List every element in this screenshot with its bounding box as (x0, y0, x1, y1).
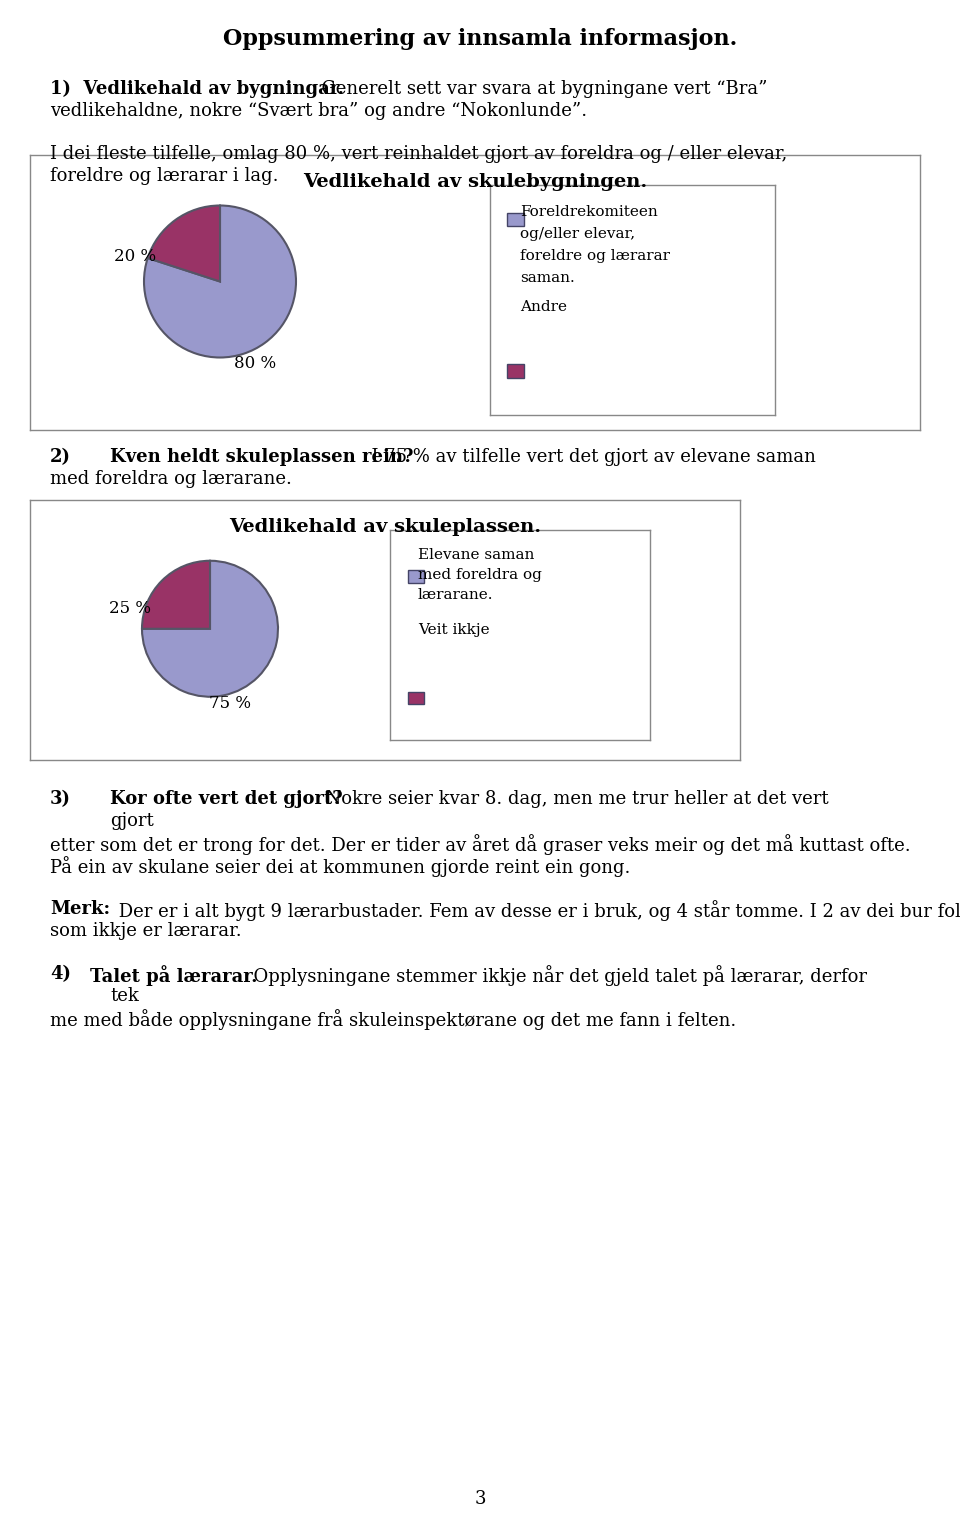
Text: vedlikehaldne, nokre “Svært bra” og andre “Nokonlunde”.: vedlikehaldne, nokre “Svært bra” og andr… (50, 102, 588, 120)
Text: Veit ikkje: Veit ikkje (418, 623, 490, 636)
Text: 1)  Vedlikehald av bygningar.: 1) Vedlikehald av bygningar. (50, 81, 344, 99)
Text: 2): 2) (50, 448, 71, 466)
Text: foreldre og lærarar: foreldre og lærarar (520, 249, 670, 263)
Text: I 75 % av tilfelle vert det gjort av elevane saman: I 75 % av tilfelle vert det gjort av ele… (360, 448, 816, 466)
Text: Kven heldt skuleplassen rein?: Kven heldt skuleplassen rein? (110, 448, 414, 466)
Bar (507, 213, 524, 226)
Bar (507, 365, 524, 378)
Text: lærarane.: lærarane. (418, 588, 493, 602)
Bar (408, 691, 423, 705)
Text: I dei fleste tilfelle, omlag 80 %, vert reinhaldet gjort av foreldra og / eller : I dei fleste tilfelle, omlag 80 %, vert … (50, 144, 787, 163)
Text: Elevane saman: Elevane saman (418, 548, 535, 562)
Text: med foreldra og: med foreldra og (418, 568, 541, 582)
Text: 75 %: 75 % (209, 696, 251, 712)
Text: Kor ofte vert det gjort?: Kor ofte vert det gjort? (110, 790, 343, 808)
Text: gjort: gjort (110, 813, 154, 829)
Text: og/eller elevar,: og/eller elevar, (520, 226, 636, 242)
Text: På ein av skulane seier dei at kommunen gjorde reint ein gong.: På ein av skulane seier dei at kommunen … (50, 857, 631, 876)
Text: me med både opplysningane frå skuleinspektørane og det me fann i felten.: me med både opplysningane frå skuleinspe… (50, 1009, 736, 1030)
Text: 3): 3) (50, 790, 71, 808)
Bar (408, 570, 423, 582)
Text: Vedlikehald av skulebygningen.: Vedlikehald av skulebygningen. (302, 173, 647, 191)
Text: 25 %: 25 % (109, 600, 151, 617)
Text: med foreldra og lærarane.: med foreldra og lærarane. (50, 469, 292, 488)
Text: Der er i alt bygt 9 lærarbustader. Fem av desse er i bruk, og 4 står tomme. I 2 : Der er i alt bygt 9 lærarbustader. Fem a… (113, 899, 960, 921)
Wedge shape (142, 561, 210, 629)
Wedge shape (148, 205, 220, 281)
Text: Talet på lærarar.: Talet på lærarar. (90, 965, 257, 986)
Text: 20 %: 20 % (114, 248, 156, 264)
Text: Opplysningane stemmer ikkje når det gjeld talet på lærarar, derfor: Opplysningane stemmer ikkje når det gjel… (242, 965, 867, 986)
Text: saman.: saman. (520, 270, 575, 286)
Text: Foreldrekomiteen: Foreldrekomiteen (520, 205, 658, 219)
Wedge shape (144, 205, 296, 357)
Text: 80 %: 80 % (234, 355, 276, 372)
Text: tek: tek (110, 987, 139, 1006)
Text: Oppsummering av innsamla informasjon.: Oppsummering av innsamla informasjon. (223, 27, 737, 50)
Wedge shape (142, 561, 278, 697)
Text: etter som det er trong for det. Der er tider av året då graser veks meir og det : etter som det er trong for det. Der er t… (50, 834, 911, 855)
Text: Merk:: Merk: (50, 899, 110, 917)
Text: Vedlikehald av skuleplassen.: Vedlikehald av skuleplassen. (228, 518, 541, 536)
Text: Andre: Andre (520, 299, 567, 314)
Text: 3: 3 (474, 1490, 486, 1508)
Text: Nokre seier kvar 8. dag, men me trur heller at det vert: Nokre seier kvar 8. dag, men me trur hel… (314, 790, 828, 808)
Text: foreldre og lærarar i lag.: foreldre og lærarar i lag. (50, 167, 278, 185)
Text: som ikkje er lærarar.: som ikkje er lærarar. (50, 922, 242, 940)
Text: Generelt sett var svara at bygningane vert “Bra”: Generelt sett var svara at bygningane ve… (310, 81, 767, 99)
Text: 4): 4) (50, 965, 71, 983)
